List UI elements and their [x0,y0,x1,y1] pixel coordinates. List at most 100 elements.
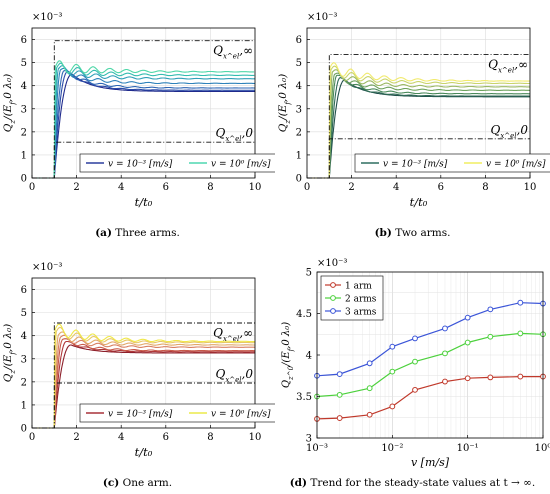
series-group [32,323,256,429]
legend-label: 1 arm [345,282,372,292]
y-tick-label: 2 [21,127,27,138]
x-tick-label: 2 [73,432,79,443]
x-tick-label: 10 [249,432,262,443]
y-tick-label: 4.5 [296,309,312,320]
series-2-arms [314,330,546,400]
data-point [336,371,343,377]
data-point [442,378,448,385]
y-tick-label: 6 [296,35,302,46]
series-line [32,323,255,429]
caption-text: One arm. [122,477,173,489]
x-tick-label: 4 [118,182,124,193]
x-tick-label: 10⁻² [381,443,403,454]
y-axis-label: Qz^0/(Ef,0 λ₀) [281,322,295,388]
legend: 1 arm 2 arms 3 arms [320,275,384,321]
y-axis-label: Qz/(Ef,0 λ₀) [277,74,292,133]
caption-c: (c) One arm. [0,477,275,489]
x-tick-label: 4 [118,432,124,443]
legend-label: v = 10⁻³ [m/s] [108,410,173,420]
series-line [32,338,255,429]
caption-text: Trend for the steady-state values at t →… [310,477,536,489]
x-axis-label: v [m/s] [411,456,450,469]
data-point [442,325,448,332]
data-point [487,374,494,381]
series-line [32,331,255,429]
data-point [464,375,471,382]
series-line [307,62,530,179]
chart-three-arms: Qx^el,∞ Qx^el,0 0 2 4 6 8 10 0 1 2 3 4 5 6 ×10⁻³ t/t₀ Qz/… [2,12,275,209]
x-tick-label: 10⁻¹ [457,443,479,454]
y-tick-label: 6 [21,285,27,296]
y-tick-label: 4 [21,331,27,342]
x-tick-label: 0 [304,182,310,193]
y-tick-label: 2 [296,127,302,138]
legend-label: v = 10⁰ [m/s] [486,160,546,170]
y-tick-label: 3 [21,104,27,115]
caption-d: (d) Trend for the steady-state values at… [275,477,550,489]
legend-label: v = 10⁻³ [m/s] [108,160,173,170]
data-point [412,358,418,365]
x-tick-label: 0 [29,432,35,443]
plot-frame [31,27,256,179]
data-point [487,333,494,340]
data-point [389,368,396,375]
y-tick-label: 3.5 [296,392,312,403]
x-tick-label: 4 [393,182,399,193]
y-tick-label: 4 [296,81,302,92]
reference-label: Qx^el,∞ [213,326,253,343]
x-tick-label: 0 [29,182,35,193]
legend: v = 10⁻³ [m/s] v = 10⁰ [m/s] [354,153,550,173]
caption-tag: (a) [95,227,112,239]
series-line [307,72,531,179]
caption-tag: (b) [374,227,392,239]
chart-one-arm: Qx^el,∞ Qx^el,0 0 2 4 6 8 10 0 1 2 3 4 5 6 ×10⁻³ t/t₀ Qz/… [2,262,275,459]
x-tick-label: 6 [163,182,169,193]
x-tick-label: 6 [163,432,169,443]
data-point [412,335,418,342]
y-tick-label: 6 [21,35,27,46]
series-line [316,376,543,420]
data-point [389,403,396,410]
x-tick-label: 10 [524,182,537,193]
data-point [366,360,373,367]
y-tick-label: 4 [306,351,312,362]
x-tick-label: 2 [348,182,354,193]
legend-label: v = 10⁻³ [m/s] [383,160,448,170]
x-tick-label: 6 [438,182,444,193]
data-point [517,330,524,337]
data-point [487,306,494,313]
legend-marker [330,282,336,288]
y-tick-label: 0 [296,174,302,185]
y-tick-label: 1 [296,150,302,161]
chart-two-arms: Qx^el,∞ Qx^el,0 0 2 4 6 8 10 0 1 2 3 4 5 6 ×10⁻³ t/t₀ Qz/… [277,12,550,209]
caption-text: Two arms. [395,227,451,239]
legend-label: v = 10⁰ [m/s] [211,410,271,420]
axis-multiplier: ×10⁻³ [32,12,62,23]
reference-label: Qx^el,0 [491,123,529,140]
data-point [336,391,343,398]
data-point [389,343,396,350]
reference-label: Qx^el,0 [216,367,254,384]
series-3-arms [314,299,546,379]
series-line [32,334,256,429]
y-tick-label: 3 [21,354,27,365]
legend-marker [330,308,336,314]
legend-label: 2 arms [345,295,377,305]
series-line [307,65,530,179]
legend-box [79,403,275,423]
data-point [517,373,524,380]
series-line [32,60,255,179]
x-tick-label: 2 [73,182,79,193]
data-point [464,314,471,321]
x-tick-label: 8 [482,182,488,193]
y-tick-label: 2 [21,377,27,388]
y-tick-label: 5 [21,308,27,319]
y-axis-label: Qz/(Ef,0 λ₀) [2,324,17,383]
y-tick-label: 3 [306,434,312,445]
reference-label: Qx^el,0 [216,126,254,143]
axis-multiplier: ×10⁻³ [32,262,62,273]
plot-frame [31,277,256,429]
data-point [517,299,524,306]
series-line [32,340,255,429]
axis-multiplier: ×10⁻³ [307,12,337,23]
